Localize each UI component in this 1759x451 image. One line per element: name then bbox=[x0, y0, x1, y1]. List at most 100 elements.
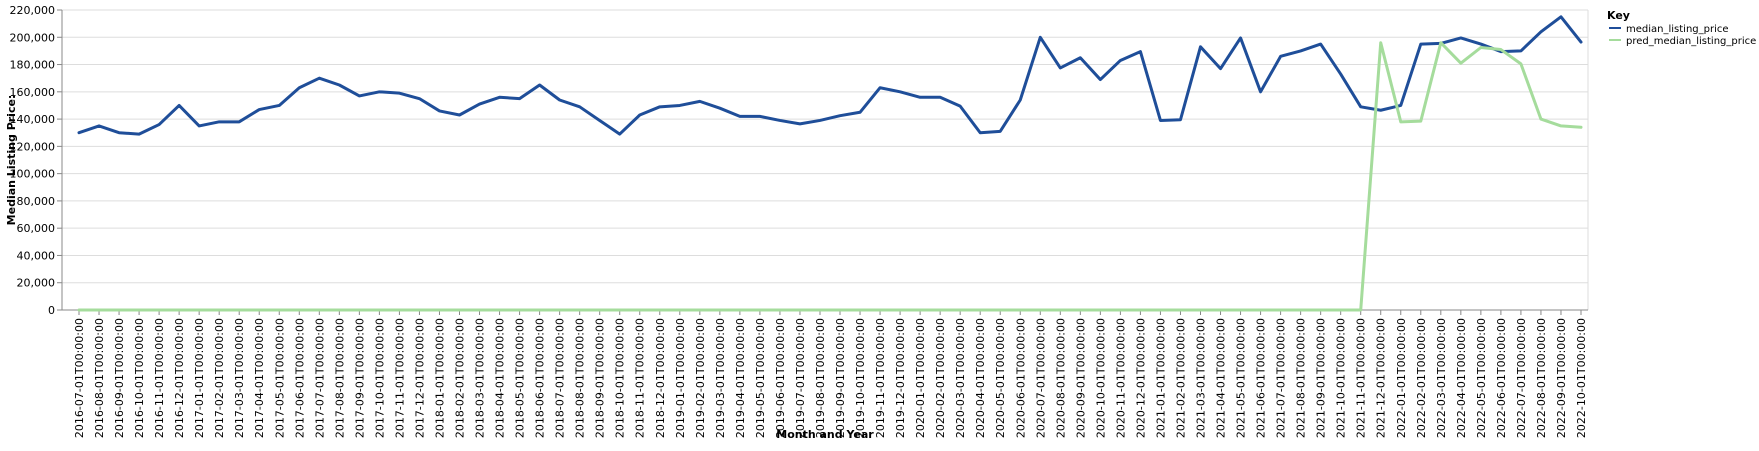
x-tick-label: 2018-05-01T00:00:00 bbox=[514, 318, 527, 438]
x-tick-label: 2021-11-01T00:00:00 bbox=[1355, 318, 1368, 438]
x-tick-label: 2018-03-01T00:00:00 bbox=[474, 318, 487, 438]
x-tick-label: 2022-04-01T00:00:00 bbox=[1455, 318, 1468, 438]
x-tick-label: 2018-09-01T00:00:00 bbox=[594, 318, 607, 438]
x-tick-label: 2020-07-01T00:00:00 bbox=[1034, 318, 1047, 438]
x-tick-label: 2019-10-01T00:00:00 bbox=[854, 318, 867, 438]
x-tick-label: 2022-06-01T00:00:00 bbox=[1495, 318, 1508, 438]
y-axis-title: Median Listing Price: bbox=[5, 95, 18, 226]
x-tick-label: 2017-11-01T00:00:00 bbox=[393, 318, 406, 438]
x-tick-label: 2020-04-01T00:00:00 bbox=[974, 318, 987, 438]
y-tick-label: 40,000 bbox=[17, 249, 56, 262]
x-tick-label: 2021-04-01T00:00:00 bbox=[1215, 318, 1228, 438]
x-tick-label: 2020-02-01T00:00:00 bbox=[934, 318, 947, 438]
x-tick-label: 2019-11-01T00:00:00 bbox=[874, 318, 887, 438]
x-tick-label: 2020-12-01T00:00:00 bbox=[1134, 318, 1147, 438]
x-tick-label: 2017-04-01T00:00:00 bbox=[253, 318, 266, 438]
x-tick-label: 2017-05-01T00:00:00 bbox=[273, 318, 286, 438]
x-tick-label: 2022-03-01T00:00:00 bbox=[1435, 318, 1448, 438]
series-line-median-listing-price bbox=[77, 15, 1583, 136]
y-tick-label: 20,000 bbox=[17, 277, 56, 290]
x-tick-label: 2021-02-01T00:00:00 bbox=[1174, 318, 1187, 438]
x-tick-label: 2019-02-01T00:00:00 bbox=[694, 318, 707, 438]
x-tick-label: 2021-03-01T00:00:00 bbox=[1194, 318, 1207, 438]
x-tick-label: 2017-02-01T00:00:00 bbox=[213, 318, 226, 438]
legend-label: median_listing_price bbox=[1626, 24, 1729, 35]
x-tick-label: 2017-03-01T00:00:00 bbox=[233, 318, 246, 438]
x-tick-label: 2018-08-01T00:00:00 bbox=[574, 318, 587, 438]
y-tick-label: 200,000 bbox=[10, 31, 56, 44]
x-tick-label: 2020-06-01T00:00:00 bbox=[1014, 318, 1027, 438]
x-tick-label: 2016-11-01T00:00:00 bbox=[153, 318, 166, 438]
x-tick-label: 2021-01-01T00:00:00 bbox=[1154, 318, 1167, 438]
x-tick-label: 2016-09-01T00:00:00 bbox=[113, 318, 126, 438]
legend-title: Key bbox=[1607, 9, 1630, 22]
x-tick-label: 2020-10-01T00:00:00 bbox=[1094, 318, 1107, 438]
y-tick-label: 140,000 bbox=[10, 113, 56, 126]
x-tick-label: 2022-08-01T00:00:00 bbox=[1535, 318, 1548, 438]
x-tick-label: 2021-12-01T00:00:00 bbox=[1375, 318, 1388, 438]
x-tick-label: 2017-10-01T00:00:00 bbox=[373, 318, 386, 438]
x-tick-label: 2018-12-01T00:00:00 bbox=[654, 318, 667, 438]
x-tick-label: 2017-12-01T00:00:00 bbox=[413, 318, 426, 438]
x-tick-label: 2019-06-01T00:00:00 bbox=[774, 318, 787, 438]
x-tick-label: 2018-02-01T00:00:00 bbox=[454, 318, 467, 438]
y-tick-label: 0 bbox=[48, 304, 55, 317]
y-tick-label: 60,000 bbox=[17, 222, 56, 235]
x-tick-label: 2019-08-01T00:00:00 bbox=[814, 318, 827, 438]
x-tick-label: 2021-05-01T00:00:00 bbox=[1235, 318, 1248, 438]
y-tick-label: 80,000 bbox=[17, 195, 56, 208]
legend: Key median_listing_pricepred_median_list… bbox=[1607, 9, 1756, 47]
x-axis-title: Month and Year bbox=[776, 428, 874, 441]
x-tick-label: 2019-12-01T00:00:00 bbox=[894, 318, 907, 438]
x-tick-label: 2019-09-01T00:00:00 bbox=[834, 318, 847, 438]
x-tick-label: 2019-03-01T00:00:00 bbox=[714, 318, 727, 438]
x-tick-label: 2022-01-01T00:00:00 bbox=[1395, 318, 1408, 438]
x-tick-label: 2020-03-01T00:00:00 bbox=[954, 318, 967, 438]
x-tick-label: 2019-05-01T00:00:00 bbox=[754, 318, 767, 438]
y-tick-label: 100,000 bbox=[10, 168, 56, 181]
x-tick-label: 2019-01-01T00:00:00 bbox=[674, 318, 687, 438]
x-tick-label: 2021-08-01T00:00:00 bbox=[1295, 318, 1308, 438]
x-tick-label: 2018-07-01T00:00:00 bbox=[554, 318, 567, 438]
x-tick-label: 2018-04-01T00:00:00 bbox=[494, 318, 507, 438]
x-tick-label: 2017-01-01T00:00:00 bbox=[193, 318, 206, 438]
x-tick-label: 2019-04-01T00:00:00 bbox=[734, 318, 747, 438]
x-tick-label: 2020-05-01T00:00:00 bbox=[994, 318, 1007, 438]
x-tick-label: 2020-01-01T00:00:00 bbox=[914, 318, 927, 438]
x-tick-label: 2022-07-01T00:00:00 bbox=[1515, 318, 1528, 438]
x-tick-label: 2017-08-01T00:00:00 bbox=[333, 318, 346, 438]
x-tick-label: 2020-11-01T00:00:00 bbox=[1114, 318, 1127, 438]
x-tick-label: 2020-09-01T00:00:00 bbox=[1074, 318, 1087, 438]
y-tick-label: 160,000 bbox=[10, 86, 56, 99]
x-tick-label: 2016-07-01T00:00:00 bbox=[73, 318, 86, 438]
x-tick-label: 2019-07-01T00:00:00 bbox=[794, 318, 807, 438]
x-tick-label: 2018-01-01T00:00:00 bbox=[433, 318, 446, 438]
x-tick-label: 2017-07-01T00:00:00 bbox=[313, 318, 326, 438]
axes: 0 20,000 40,000 60,000 80,000 100,000 120,000 1… bbox=[10, 4, 1588, 438]
series-line-pred-median-listing-price bbox=[77, 41, 1583, 312]
x-tick-label: 2022-05-01T00:00:00 bbox=[1475, 318, 1488, 438]
x-tick-label: 2021-06-01T00:00:00 bbox=[1255, 318, 1268, 438]
x-tick-label: 2018-11-01T00:00:00 bbox=[634, 318, 647, 438]
x-tick-label: 2018-10-01T00:00:00 bbox=[614, 318, 627, 438]
x-tick-label: 2018-06-01T00:00:00 bbox=[534, 318, 547, 438]
x-tick-label: 2022-10-01T00:00:00 bbox=[1575, 318, 1588, 438]
y-tick-label: 120,000 bbox=[10, 140, 56, 153]
x-tick-label: 2021-07-01T00:00:00 bbox=[1275, 318, 1288, 438]
x-tick-label: 2021-09-01T00:00:00 bbox=[1315, 318, 1328, 438]
x-tick-label: 2016-12-01T00:00:00 bbox=[173, 318, 186, 438]
x-tick-label: 2022-02-01T00:00:00 bbox=[1415, 318, 1428, 438]
x-tick-label: 2017-06-01T00:00:00 bbox=[293, 318, 306, 438]
x-tick-label: 2016-08-01T00:00:00 bbox=[93, 318, 106, 438]
y-tick-label: 220,000 bbox=[10, 4, 56, 17]
x-tick-label: 2022-09-01T00:00:00 bbox=[1555, 318, 1568, 438]
series-lines bbox=[77, 15, 1583, 312]
x-tick-label: 2020-08-01T00:00:00 bbox=[1054, 318, 1067, 438]
x-tick-label: 2021-10-01T00:00:00 bbox=[1335, 318, 1348, 438]
legend-label: pred_median_listing_price bbox=[1626, 36, 1756, 47]
x-tick-label: 2016-10-01T00:00:00 bbox=[133, 318, 146, 438]
gridlines bbox=[62, 9, 1589, 311]
x-tick-label: 2017-09-01T00:00:00 bbox=[353, 318, 366, 438]
